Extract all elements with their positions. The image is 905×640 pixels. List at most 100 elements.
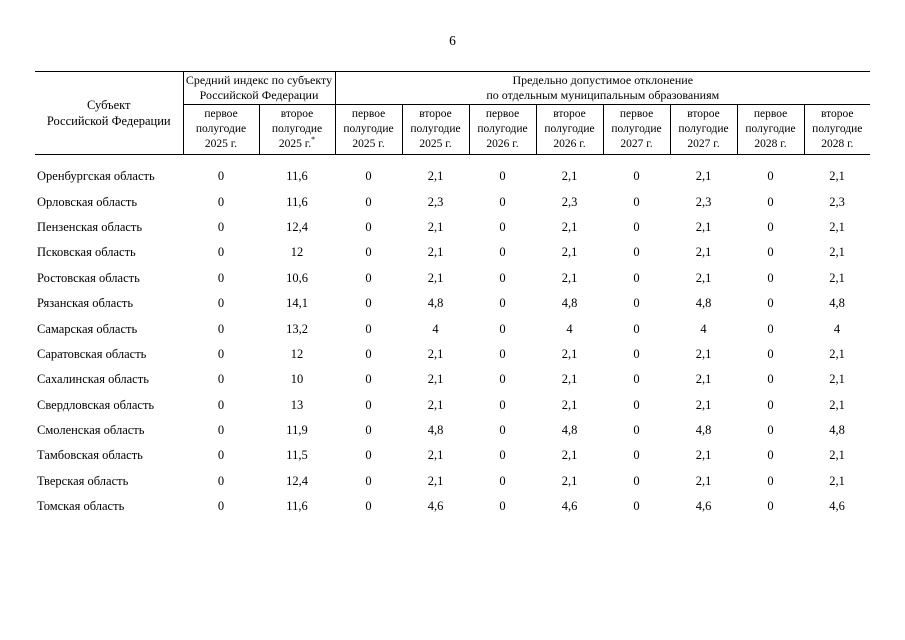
value-cell: 0 xyxy=(365,397,372,412)
value-cell: 0 xyxy=(767,245,774,260)
value-cell: 11,6 xyxy=(286,499,308,514)
value-cell: 4,6 xyxy=(829,499,845,514)
value-cell: 2,1 xyxy=(829,448,845,463)
column-header-period-label: второе полугодие 2025 г. xyxy=(410,108,461,150)
table-row: Рязанская область 0 14,1 0 4,8 0 4,8 0 4,8 0 4,8 xyxy=(35,291,870,316)
value-cell: 0 xyxy=(633,219,640,234)
value-cell: 0 xyxy=(499,270,506,285)
value-cell: 2,1 xyxy=(561,346,578,361)
value-cell: 2,1 xyxy=(427,219,444,234)
value-cell: 0 xyxy=(217,219,225,234)
value-cell: 2,3 xyxy=(695,194,712,209)
value-cell: 0 xyxy=(217,473,225,488)
column-header-period: первое полугодие 2025 г. xyxy=(183,104,260,155)
value-cell: 0 xyxy=(767,169,774,184)
value-cell: 0 xyxy=(365,473,372,488)
value-cell: 0 xyxy=(633,270,640,285)
column-header-period-label: второе полугодие 2027 г. xyxy=(678,108,729,150)
value-cell: 11,6 xyxy=(286,194,308,209)
value-cell: 0 xyxy=(633,346,640,361)
value-cell: 4,8 xyxy=(695,423,712,438)
value-cell: 2,1 xyxy=(561,219,578,234)
column-header-period: первое полугодие 2025 г. xyxy=(335,104,403,155)
value-cell: 0 xyxy=(365,296,372,311)
value-cell: 0 xyxy=(767,473,774,488)
value-cell: 12,4 xyxy=(286,219,308,234)
value-cell: 0 xyxy=(767,321,774,336)
value-cell: 0 xyxy=(767,219,774,234)
value-cell: 12,4 xyxy=(286,473,308,488)
column-header-period: первое полугодие 2026 г. xyxy=(469,104,537,155)
region-cell: Оренбургская область xyxy=(37,169,155,184)
value-cell: 0 xyxy=(633,296,640,311)
table-row: Томская область 0 11,6 0 4,6 0 4,6 0 4,6 0 4,6 xyxy=(35,494,870,519)
column-header-subject: Субъект Российской Федерации xyxy=(35,71,184,155)
column-header-period: первое полугодие 2027 г. xyxy=(603,104,671,155)
value-cell: 0 xyxy=(633,372,640,387)
value-cell: 0 xyxy=(767,372,774,387)
footnote-marker: * xyxy=(311,135,316,145)
table-row: Пензенская область 0 12,4 0 2,1 0 2,1 0 2,1 0 2,1 xyxy=(35,215,870,240)
value-cell: 11,6 xyxy=(286,169,308,184)
value-cell: 2,1 xyxy=(561,448,578,463)
value-cell: 0 xyxy=(365,346,372,361)
region-cell: Смоленская область xyxy=(37,423,145,438)
table-row: Смоленская область 0 11,9 0 4,8 0 4,8 0 4,8 0 4,8 xyxy=(35,418,870,443)
value-cell: 0 xyxy=(633,321,640,336)
column-header-period-label: второе полугодие 2025 г. xyxy=(271,108,323,150)
table-row: Псковская область 0 12 0 2,1 0 2,1 0 2,1 0 2,1 xyxy=(35,240,870,265)
region-cell: Тверская область xyxy=(37,473,129,488)
column-group-average-index-label: Средний индекс по субъекту Российской Фе… xyxy=(185,73,333,102)
value-cell: 4 xyxy=(432,321,439,336)
value-cell: 0 xyxy=(633,473,640,488)
value-cell: 0 xyxy=(365,423,372,438)
value-cell: 4,8 xyxy=(561,423,578,438)
value-cell: 2,1 xyxy=(695,397,712,412)
value-cell: 0 xyxy=(767,346,774,361)
value-cell: 0 xyxy=(217,372,225,387)
value-cell: 2,3 xyxy=(829,194,845,209)
value-cell: 2,1 xyxy=(695,219,712,234)
value-cell: 2,1 xyxy=(427,397,444,412)
value-cell: 0 xyxy=(633,245,640,260)
value-cell: 2,1 xyxy=(427,270,444,285)
value-cell: 0 xyxy=(499,321,506,336)
value-cell: 0 xyxy=(499,194,506,209)
table-row: Оренбургская область 0 11,6 0 2,1 0 2,1 0 2,1 0 2,… xyxy=(35,164,870,189)
region-cell: Саратовская область xyxy=(37,346,147,361)
value-cell: 0 xyxy=(767,499,774,514)
region-cell: Самарская область xyxy=(37,321,138,336)
value-cell: 11,5 xyxy=(286,448,308,463)
table-row: Саратовская область 0 12 0 2,1 0 2,1 0 2,1 0 2,1 xyxy=(35,342,870,367)
value-cell: 2,1 xyxy=(695,346,712,361)
value-cell: 0 xyxy=(217,169,225,184)
value-cell: 0 xyxy=(217,448,225,463)
value-cell: 2,1 xyxy=(829,270,845,285)
column-header-period: второе полугодие 2026 г. xyxy=(536,104,604,155)
column-header-period-label: первое полугодие 2025 г. xyxy=(343,108,394,150)
value-cell: 0 xyxy=(217,296,225,311)
value-cell: 0 xyxy=(767,423,774,438)
value-cell: 0 xyxy=(767,296,774,311)
column-header-period-label: второе полугодие 2026 г. xyxy=(544,108,595,150)
value-cell: 0 xyxy=(767,397,774,412)
value-cell: 2,1 xyxy=(561,245,578,260)
value-cell: 0 xyxy=(365,372,372,387)
header-group-row: Субъект Российской Федерации Средний инд… xyxy=(35,71,871,155)
column-group-max-deviation-label: Предельно допустимое отклонение по отдел… xyxy=(486,73,720,102)
value-cell: 0 xyxy=(217,245,225,260)
value-cell: 2,1 xyxy=(561,169,578,184)
column-header-period-label: второе полугодие 2028 г. xyxy=(812,108,863,150)
value-cell: 0 xyxy=(217,321,225,336)
table-row: Самарская область 0 13,2 0 4 0 4 0 4 0 4 xyxy=(35,316,870,341)
column-group-average-index: Средний индекс по субъекту Российской Фе… xyxy=(183,71,336,105)
column-header-period-label: первое полугодие 2027 г. xyxy=(611,108,662,150)
value-cell: 4 xyxy=(566,321,573,336)
value-cell: 4,8 xyxy=(829,296,845,311)
value-cell: 0 xyxy=(633,194,640,209)
value-cell: 0 xyxy=(633,169,640,184)
value-cell: 4,8 xyxy=(427,423,444,438)
value-cell: 4,6 xyxy=(561,499,578,514)
page-number: 6 xyxy=(449,33,456,48)
value-cell: 4,6 xyxy=(695,499,712,514)
